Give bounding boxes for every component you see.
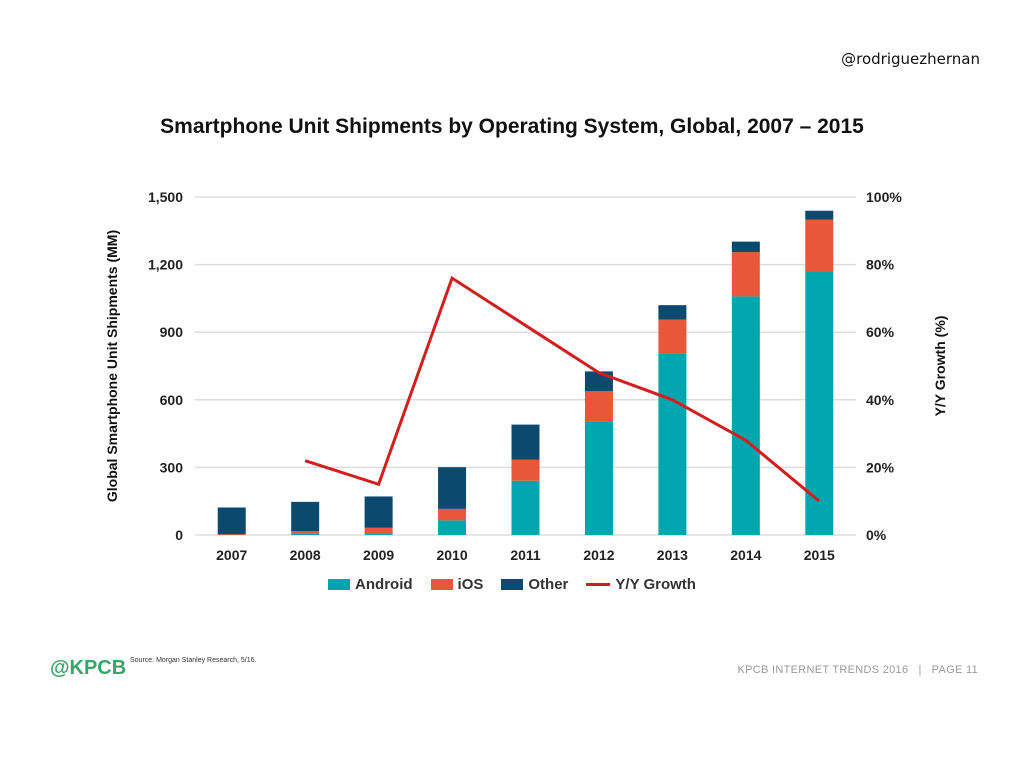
kpcb-logo: @KPCB: [50, 657, 127, 679]
bar-other-2013: [658, 305, 687, 320]
legend: Android iOS Other Y/Y Growth: [0, 576, 1024, 593]
bar-ios-2009: [364, 527, 393, 534]
bar-other-2015: [805, 210, 834, 220]
legend-label: iOS: [457, 576, 484, 593]
y2-tick-label: 60%: [866, 324, 895, 340]
y-axis-label: Global Smartphone Unit Shipments (MM): [104, 230, 120, 502]
y2-tick-label: 0%: [866, 527, 887, 543]
bar-other-2011: [511, 424, 540, 460]
bar-other-2007: [217, 507, 246, 535]
x-tick-label: 2013: [657, 547, 688, 563]
bar-ios-2007: [217, 534, 246, 535]
bar-android-2011: [511, 480, 540, 535]
bar-android-2015: [805, 272, 834, 535]
bar-android-2009: [364, 533, 393, 535]
growth-line: [304, 275, 821, 503]
bar-ios-2011: [511, 459, 540, 481]
legend-swatch: [586, 583, 611, 586]
bar-ios-2010: [438, 508, 467, 521]
y-tick-label: 0: [175, 527, 183, 543]
bar-ios-2008: [291, 531, 320, 534]
legend-item-other: Other: [501, 576, 568, 593]
y2-tick-label: 80%: [866, 257, 895, 273]
y2-tick-label: 100%: [866, 189, 902, 205]
bar-other-2014: [731, 241, 760, 253]
bar-android-2013: [658, 353, 687, 535]
x-tick-label: 2012: [583, 547, 614, 563]
y2-axis-label: Y/Y Growth (%): [932, 316, 948, 417]
x-tick-label: 2010: [436, 547, 467, 563]
y-tick-label: 1,200: [148, 257, 183, 273]
legend-swatch: [328, 579, 351, 590]
x-tick-label: 2008: [290, 547, 321, 563]
legend-label: Other: [528, 576, 569, 593]
footer: KPCB INTERNET TRENDS 2016 | PAGE 11: [737, 664, 978, 676]
y2-tick-label: 20%: [866, 459, 895, 475]
bar-other-2009: [364, 496, 393, 528]
y-tick-label: 900: [160, 324, 184, 340]
legend-swatch: [501, 579, 524, 590]
bar-other-2008: [291, 501, 320, 532]
bar-ios-2015: [805, 219, 834, 273]
x-tick-label: 2014: [730, 547, 761, 563]
y-tick-label: 1,500: [148, 189, 183, 205]
x-tick-label: 2007: [216, 547, 247, 563]
bar-android-2012: [584, 421, 613, 535]
chart-title: Smartphone Unit Shipments by Operating S…: [160, 115, 864, 138]
y-tick-label: 600: [160, 392, 184, 408]
legend-label: Y/Y Growth: [615, 576, 696, 593]
bar-other-2010: [438, 467, 467, 509]
bar-ios-2013: [658, 319, 687, 354]
bar-android-2010: [438, 520, 467, 535]
author-handle: @rodriguezhernan: [841, 50, 980, 68]
legend-label: Android: [355, 576, 413, 593]
source-note: Source: Morgan Stanley Research, 5/16.: [130, 657, 257, 664]
bar-android-2008: [291, 533, 320, 535]
x-tick-label: 2015: [804, 547, 835, 563]
y2-tick-label: 40%: [866, 392, 895, 408]
legend-item-android: Android: [328, 576, 413, 593]
legend-item-growth: Y/Y Growth: [586, 576, 696, 593]
bar-ios-2012: [584, 391, 613, 422]
legend-swatch: [430, 579, 453, 590]
y-tick-label: 300: [160, 459, 184, 475]
legend-item-ios: iOS: [430, 576, 484, 593]
x-tick-label: 2011: [510, 547, 541, 563]
bar-android-2014: [731, 296, 760, 535]
x-tick-label: 2009: [363, 547, 394, 563]
bar-ios-2014: [731, 252, 760, 297]
